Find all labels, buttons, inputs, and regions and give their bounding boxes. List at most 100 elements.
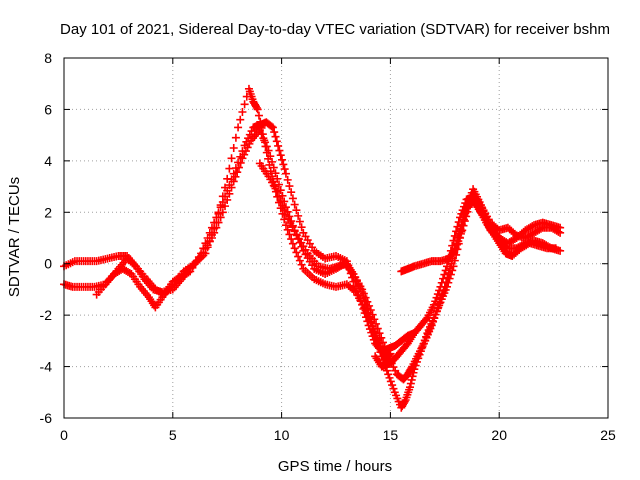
data-point [295,217,304,226]
data-point [125,268,134,277]
data-point [373,339,382,348]
data-point [216,203,225,212]
data-point [354,280,363,289]
data-point [433,290,442,299]
data-point [292,206,301,215]
data-point [240,150,249,159]
x-tick-label: 20 [491,427,507,443]
plot-border [63,57,609,419]
data-point [452,227,461,236]
x-axis-label: GPS time / hours [278,458,392,475]
data-point [411,361,420,370]
data-point [276,186,285,195]
data-point [294,252,303,261]
data-point [388,381,397,390]
data-point [528,222,537,231]
data-point [261,138,270,147]
data-point [290,227,299,236]
data-point [218,198,227,206]
data-point [274,180,283,189]
axes: 0 5 10 15 20 25 -6 -4 -2 0 2 4 6 8 [40,50,616,443]
data-point [375,344,384,353]
data-point [405,383,414,392]
data-point [276,151,285,160]
data-point [458,206,467,215]
y-tick-label: -2 [40,307,53,323]
data-point [459,202,468,211]
data-point [375,329,384,338]
series-track-5 [397,192,565,276]
data-point [287,188,296,197]
data-point [377,333,386,342]
data-point [372,335,381,344]
data-point [406,379,415,388]
data-point [456,229,465,238]
data-point [247,127,256,136]
data-point [288,223,297,232]
data-point [245,139,254,148]
data-point [452,240,461,249]
data-point [287,235,296,244]
data-point [253,105,262,114]
data-point [257,130,266,139]
y-tick-label: 0 [44,256,52,272]
y-tick-label: 6 [44,101,52,117]
y-tick-label: -4 [40,359,53,375]
data-point [449,236,458,245]
data-point [419,339,428,348]
data-point [386,377,395,386]
data-point [264,146,273,155]
data-point [365,313,374,322]
data-point [221,202,230,211]
data-point [207,234,216,242]
data-point [431,297,440,306]
data-point [292,248,301,257]
data-point [416,347,425,356]
data-point [216,213,225,222]
data-point [349,270,358,278]
data-point [358,288,367,296]
x-tick-label: 5 [169,427,177,443]
data-point [283,175,292,184]
data-point [254,111,263,120]
data-point [270,128,279,137]
data-point [274,192,283,201]
data-point [384,370,393,379]
data-point [227,154,236,163]
data-point [210,228,219,237]
data-point [272,137,281,146]
data-point [288,239,297,248]
data-point [273,187,282,196]
data-point [262,142,271,151]
data-point [356,284,365,293]
data-point [278,209,287,218]
data-point [554,227,563,236]
data-point [214,218,223,227]
data-point [408,372,417,381]
data-point [288,194,297,203]
x-tick-label: 0 [60,427,68,443]
data-point [409,368,418,377]
data-point [459,221,468,230]
data-point [283,225,292,234]
data-point [407,375,416,384]
data-point [231,172,240,181]
data-point [444,257,453,266]
data-point [389,363,398,372]
data-point [274,141,283,150]
data-point [236,158,245,167]
data-point [243,143,252,152]
data-point [456,213,465,222]
data-point [422,315,431,324]
data-point [462,212,471,221]
data-point [280,206,289,215]
data-point [460,217,469,226]
data-point [223,195,232,204]
data-point [229,144,238,152]
data-marks [60,84,565,412]
data-point [259,134,268,143]
data-point [371,331,380,340]
y-tick-label: 8 [44,50,52,66]
data-point [556,246,565,255]
data-point [439,274,448,283]
